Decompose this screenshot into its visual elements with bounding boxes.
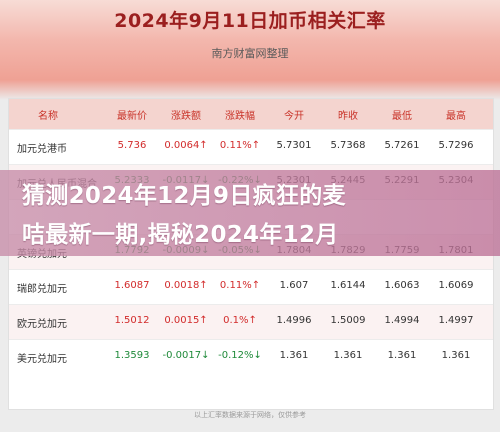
table-cell-low: 1.361 — [387, 350, 417, 361]
table-cell-open: 5.7301 — [276, 140, 312, 151]
column-header-last: 最新价 — [117, 111, 147, 122]
table-cell-change: -0.0017↓ — [162, 350, 210, 361]
table-cell-pct: -0.12%↓ — [218, 350, 262, 361]
table-cell-high: 1.4997 — [438, 315, 474, 326]
table-cell-prev: 1.5009 — [330, 315, 366, 326]
table-cell-change: 0.0018↑ — [164, 280, 208, 291]
page-subtitle: 南方财富网整理 — [211, 47, 289, 60]
table-row: 加元兑港币 5.736 0.0064↑ 0.11%↑ 5.7301 5.7368 5.726… — [9, 129, 493, 165]
overlay-banner: 猜测2024年12月9日疯狂的麦 咭最新一期,揭秘2024年12月 — [0, 170, 500, 256]
table-cell-pct: 0.11%↑ — [219, 280, 261, 291]
table-cell-name: 欧元兑加元 — [17, 319, 67, 330]
table-cell-high: 1.361 — [441, 350, 471, 361]
column-header-open: 今开 — [284, 111, 304, 122]
table-cell-prev: 1.361 — [333, 350, 363, 361]
footer-note: 以上汇率数据来源于网络，仅供参考 — [194, 411, 306, 419]
table-cell-low: 1.4994 — [384, 315, 420, 326]
banner-line-1: 猜测2024年12月9日疯狂的麦 — [22, 183, 346, 209]
table-cell-last: 1.6087 — [114, 280, 150, 291]
column-header-name: 名称 — [38, 111, 58, 122]
column-header-pct: 涨跌幅 — [225, 111, 255, 122]
table-cell-open: 1.4996 — [276, 315, 312, 326]
table-header: 名称 最新价 涨跌额 涨跌幅 今开 昨收 最低 最高 — [9, 99, 493, 129]
table-cell-pct: 0.11%↑ — [219, 140, 261, 151]
table-cell-last: 1.3593 — [114, 350, 150, 361]
table-cell-name: 加元兑港币 — [17, 144, 67, 155]
table-cell-low: 5.7261 — [384, 140, 420, 151]
table-cell-name: 瑞郎兑加元 — [17, 284, 67, 295]
table-cell-pct: 0.1%↑ — [223, 315, 257, 326]
table-cell-last: 1.5012 — [114, 315, 150, 326]
table-cell-low: 1.6063 — [384, 280, 420, 291]
column-header-change: 涨跌额 — [171, 111, 201, 122]
column-header-prev: 昨收 — [338, 111, 358, 122]
table-cell-prev: 5.7368 — [330, 140, 366, 151]
table-cell-last: 5.736 — [117, 140, 147, 151]
table-cell-open: 1.361 — [279, 350, 309, 361]
table-cell-high: 5.7296 — [438, 140, 474, 151]
table-cell-change: 0.0015↑ — [164, 315, 208, 326]
page-title: 2024年9月11日加币相关汇率 — [114, 10, 386, 32]
banner-line-2: 咭最新一期,揭秘2024年12月 — [22, 222, 339, 248]
table-cell-open: 1.607 — [279, 280, 309, 291]
table-cell-prev: 1.6144 — [330, 280, 366, 291]
column-header-high: 最高 — [446, 111, 466, 122]
table-row: 美元兑加元 1.3593 -0.0017↓ -0.12%↓ 1.361 1.361 1.36… — [9, 339, 493, 375]
table-cell-change: 0.0064↑ — [164, 140, 208, 151]
table-row: 欧元兑加元 1.5012 0.0015↑ 0.1%↑ 1.4996 1.5009 1.499… — [9, 304, 493, 340]
table-cell-name: 美元兑加元 — [17, 354, 67, 365]
table-row: 瑞郎兑加元 1.6087 0.0018↑ 0.11%↑ 1.607 1.6144 1.606… — [9, 269, 493, 305]
column-header-low: 最低 — [392, 111, 412, 122]
table-cell-high: 1.6069 — [438, 280, 474, 291]
